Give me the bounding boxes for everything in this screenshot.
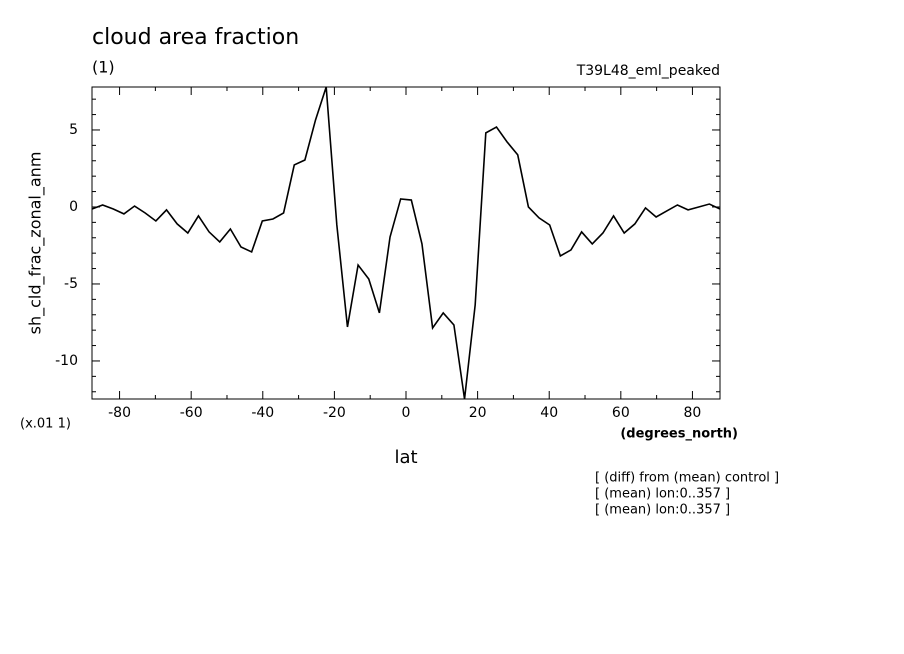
- y-tick-label: -5: [64, 276, 78, 292]
- x-tick-label: 60: [612, 405, 630, 421]
- y-units: (x.01 1): [20, 417, 71, 432]
- note: [ (diff) from (mean) control ]: [595, 471, 779, 486]
- chart-title: cloud area fraction: [92, 25, 299, 50]
- y-tick-label: 0: [69, 199, 78, 215]
- y-tick-label: 5: [69, 122, 78, 138]
- data-line: [91, 86, 721, 400]
- x-tick-label: 20: [469, 405, 487, 421]
- note: [ (mean) lon:0..357 ]: [595, 487, 730, 502]
- x-tick-label: -20: [323, 405, 346, 421]
- x-axis-label: lat: [394, 447, 417, 468]
- x-tick-label: 80: [684, 405, 702, 421]
- plot-frame: [91, 86, 721, 400]
- x-tick-label: 40: [540, 405, 558, 421]
- x-tick-label: -40: [251, 405, 274, 421]
- x-tick-label: 0: [402, 405, 411, 421]
- y-tick-label: -10: [55, 353, 78, 369]
- x-tick-label: -80: [108, 405, 131, 421]
- x-units: (degrees_north): [620, 427, 738, 442]
- dataset-label: T39L48_eml_peaked: [576, 63, 720, 79]
- note: [ (mean) lon:0..357 ]: [595, 503, 730, 518]
- subtitle: (1): [92, 58, 115, 77]
- x-tick-label: -60: [180, 405, 203, 421]
- y-axis-label: sh_cld_frac_zonal_anm: [26, 152, 46, 335]
